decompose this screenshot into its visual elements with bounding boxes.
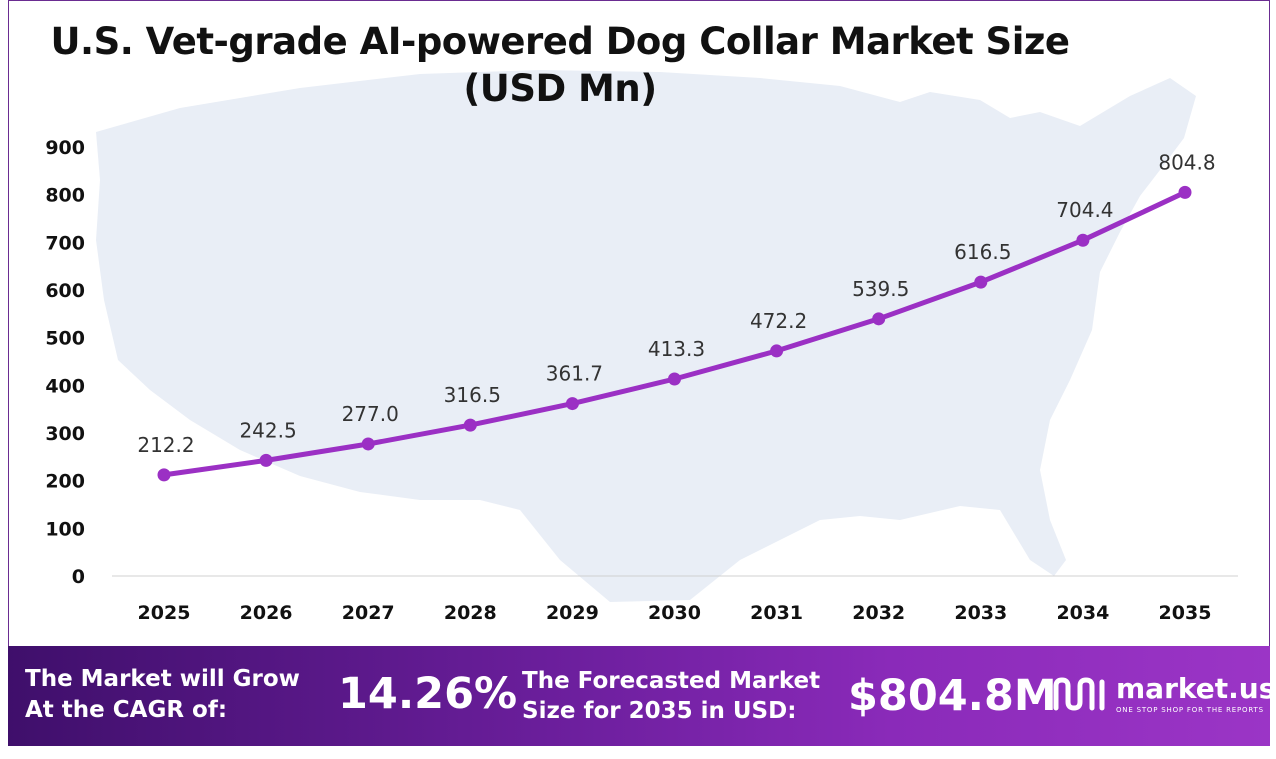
x-tick-label: 2026 [240, 602, 293, 624]
forecast-label: The Forecasted Market Size for 2035 in U… [522, 668, 821, 724]
data-point [157, 468, 171, 482]
cagr-label: The Market will Grow At the CAGR of: [25, 666, 300, 723]
data-label: 316.5 [444, 383, 501, 407]
data-point [770, 344, 784, 358]
data-label: 472.2 [750, 309, 807, 333]
data-point [1076, 233, 1090, 247]
data-point [463, 418, 477, 432]
x-tick-label: 2035 [1159, 602, 1212, 624]
y-tick-label: 100 [45, 518, 85, 540]
data-label: 212.2 [137, 433, 194, 457]
y-tick-label: 700 [45, 232, 85, 254]
x-tick-label: 2030 [648, 602, 701, 624]
x-tick-label: 2031 [750, 602, 803, 624]
chart-title: U.S. Vet-grade AI-powered Dog Collar Mar… [0, 18, 1120, 112]
brand-logo: market.us ONE STOP SHOP FOR THE REPORTS [1052, 672, 1275, 720]
x-axis: 2025 2026 2027 2028 2029 2030 2031 2032 2033 2034… [138, 602, 1212, 624]
data-point [872, 312, 886, 326]
chart-title-unit: (USD Mn) [463, 67, 657, 110]
data-point [1178, 185, 1192, 199]
forecast-value: $804.8M [848, 671, 1057, 721]
market-us-logo-icon [1053, 677, 1105, 711]
data-label: 804.8 [1158, 150, 1215, 174]
footer-banner: The Market will Grow At the CAGR of: 14.… [8, 646, 1275, 746]
y-tick-label: 500 [45, 328, 85, 350]
x-tick-label: 2033 [954, 602, 1007, 624]
data-label: 277.0 [342, 402, 399, 426]
cagr-value: 14.26% [338, 669, 518, 719]
x-tick-label: 2025 [138, 602, 191, 624]
data-point [668, 372, 681, 386]
data-label: 616.5 [954, 240, 1011, 264]
data-label: 242.5 [239, 418, 296, 442]
data-label: 361.7 [546, 362, 603, 386]
data-point [974, 275, 988, 289]
data-point [361, 437, 375, 451]
y-tick-label: 800 [45, 185, 85, 207]
y-tick-label: 600 [45, 280, 85, 302]
y-tick-label: 900 [45, 137, 85, 159]
y-tick-label: 200 [45, 471, 85, 493]
data-point [259, 453, 273, 467]
y-tick-label: 300 [45, 423, 85, 445]
data-label: 704.4 [1056, 198, 1113, 222]
chart-title-main: U.S. Vet-grade AI-powered Dog Collar Mar… [50, 20, 1070, 63]
x-tick-label: 2027 [342, 602, 395, 624]
x-tick-label: 2034 [1056, 602, 1109, 624]
data-points [157, 185, 1192, 482]
x-tick-label: 2032 [852, 602, 905, 624]
data-labels: 212.2 242.5 277.0 316.5 361.7 413.3 472.2 539.5… [137, 150, 1215, 456]
data-label: 539.5 [852, 277, 909, 301]
data-point [565, 397, 579, 411]
x-tick-label: 2029 [546, 602, 599, 624]
brand-tagline: ONE STOP SHOP FOR THE REPORTS [1116, 706, 1264, 714]
us-map-silhouette [96, 70, 1196, 602]
y-tick-label: 0 [72, 566, 85, 588]
y-axis: 0 100 200 300 400 500 600 700 800 900 [45, 137, 85, 588]
y-tick-label: 400 [45, 375, 85, 397]
x-tick-label: 2028 [444, 602, 497, 624]
data-label: 413.3 [648, 337, 705, 361]
brand-name: market.us [1116, 672, 1276, 705]
